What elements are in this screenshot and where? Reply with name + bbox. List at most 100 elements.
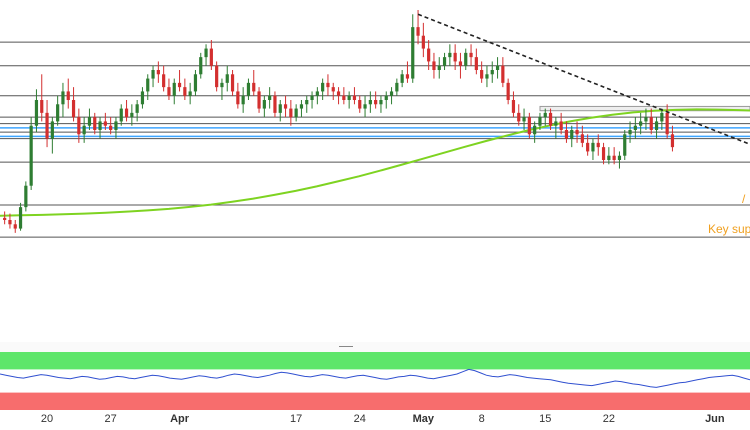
candle-body (278, 104, 282, 113)
candle-body (98, 121, 102, 130)
candle-body (34, 100, 39, 126)
candle-body (421, 35, 425, 49)
candle-body (66, 91, 70, 100)
candle-body (315, 91, 319, 96)
x-tick-label: 27 (104, 413, 117, 425)
key-support-annotation: Key sup (708, 222, 750, 236)
candle-body (458, 61, 463, 66)
candle-body (289, 108, 293, 118)
candle-body (103, 121, 107, 126)
candle-body (533, 125, 537, 135)
candle-body (363, 104, 367, 109)
candle-body (580, 134, 584, 143)
candle-body (548, 112, 553, 126)
candle-body (215, 65, 219, 88)
x-tick-label: 22 (602, 413, 615, 425)
candle-body (617, 155, 622, 160)
candle-body (591, 142, 595, 152)
candle-body (61, 91, 65, 105)
candle-body (114, 121, 118, 130)
candle-body (596, 142, 600, 148)
candle-body (109, 125, 113, 130)
candle-body (326, 82, 330, 88)
candle-body (283, 104, 288, 109)
candle-body (559, 121, 563, 130)
candle-body (230, 74, 235, 92)
descending-trendline (417, 13, 750, 146)
candle-body (188, 91, 192, 96)
candle-body (511, 100, 516, 113)
candle-body (310, 95, 314, 100)
candle-body (71, 100, 76, 118)
x-tick-label: 8 (478, 413, 485, 425)
candle-body (570, 130, 574, 139)
candle-body (554, 121, 558, 126)
candle-body (273, 95, 277, 113)
candle-body (262, 100, 266, 109)
candle-body (623, 134, 627, 156)
candle-body (495, 65, 500, 70)
candle-body (252, 82, 256, 92)
x-tick-label: 17 (290, 413, 303, 425)
candle-body (236, 91, 240, 105)
candle-body (411, 27, 415, 79)
candle-body (517, 112, 521, 122)
candle-body (389, 91, 394, 96)
candle-body (522, 117, 526, 122)
candle-body (379, 100, 383, 105)
candle-body (427, 48, 431, 62)
candle-body (209, 48, 213, 66)
candle-body (294, 108, 298, 118)
candle-body (347, 95, 351, 100)
candle-body (246, 82, 251, 96)
candle-body (177, 82, 182, 88)
x-tick-label: 15 (539, 413, 552, 425)
candle-body (384, 95, 388, 100)
candle-body (601, 147, 606, 160)
candle-body (321, 82, 325, 92)
candle-body (151, 70, 155, 79)
x-tick-label: Apr (170, 413, 190, 425)
candle-body (564, 130, 569, 139)
x-tick-label: 20 (40, 413, 54, 425)
candle-body (395, 82, 399, 92)
candle-body (437, 65, 441, 70)
candle-body (124, 108, 129, 118)
candle-body (628, 130, 632, 135)
candle-body (8, 220, 12, 225)
candle-body (77, 117, 81, 135)
candle-body (490, 70, 494, 75)
candle-body (268, 95, 272, 100)
rsi-indicator-panel (0, 352, 750, 410)
candle-body (633, 125, 637, 130)
candle-body (257, 91, 261, 109)
candle-body (639, 121, 643, 126)
candle-body (485, 74, 489, 79)
candle-body (527, 117, 531, 135)
candle-body (220, 82, 224, 88)
candle-body (358, 100, 362, 109)
price-chart-panel: / Key sup (0, 10, 750, 238)
candle-body (336, 91, 341, 96)
candle-body (654, 121, 659, 130)
candle-body (670, 134, 675, 148)
candle-body (501, 65, 505, 83)
candle-body (87, 117, 92, 126)
rsi-line (0, 368, 750, 388)
candle-body (612, 155, 616, 160)
candle-body (13, 224, 17, 229)
annotation-marker: / (742, 192, 746, 206)
candle-body (405, 74, 410, 79)
candle-body (82, 125, 86, 135)
candle-body (167, 87, 171, 96)
candle-body (575, 130, 579, 135)
candle-body (93, 117, 97, 130)
candle-body (56, 104, 60, 122)
moving-average-line (0, 108, 750, 217)
candle-body (193, 74, 198, 92)
candle-body (469, 52, 473, 58)
panel-divider[interactable] (0, 342, 750, 352)
candle-body (331, 87, 335, 92)
rsi-oversold-band (0, 392, 750, 410)
candle-body (146, 78, 150, 92)
